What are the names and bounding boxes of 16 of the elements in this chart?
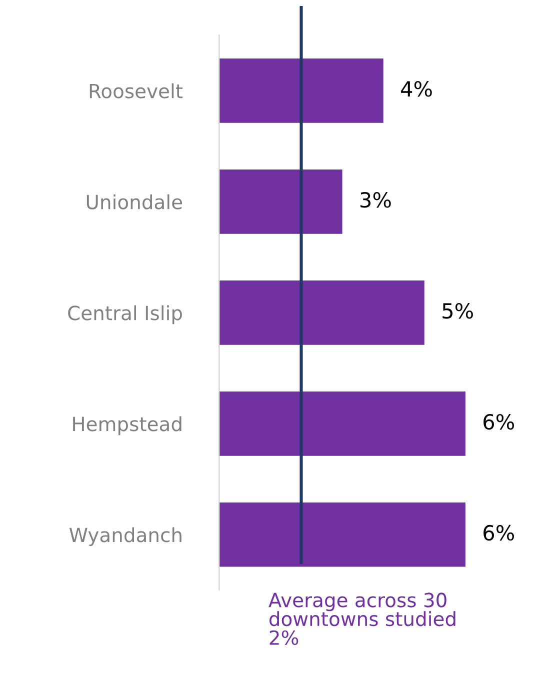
bar (219, 58, 384, 123)
y-tick-label: Roosevelt (90, 83, 183, 98)
bar (219, 170, 342, 234)
y-tick-label: Uniondale (86, 194, 182, 210)
bar (219, 280, 424, 345)
data-label: 3% (360, 192, 391, 208)
ref-line-label: Average across 30 downtowns studied 2% (268, 592, 456, 646)
data-label: 4% (401, 81, 432, 97)
y-tick-label: Wyandanch (69, 527, 182, 546)
bar (219, 391, 466, 456)
data-label: 6% (484, 524, 514, 541)
data-label: 6% (484, 414, 514, 430)
y-tick-label: Central Islip (68, 305, 182, 324)
bar (219, 502, 466, 567)
data-label: 5% (442, 302, 473, 319)
y-tick-label: Hempstead (73, 416, 182, 436)
